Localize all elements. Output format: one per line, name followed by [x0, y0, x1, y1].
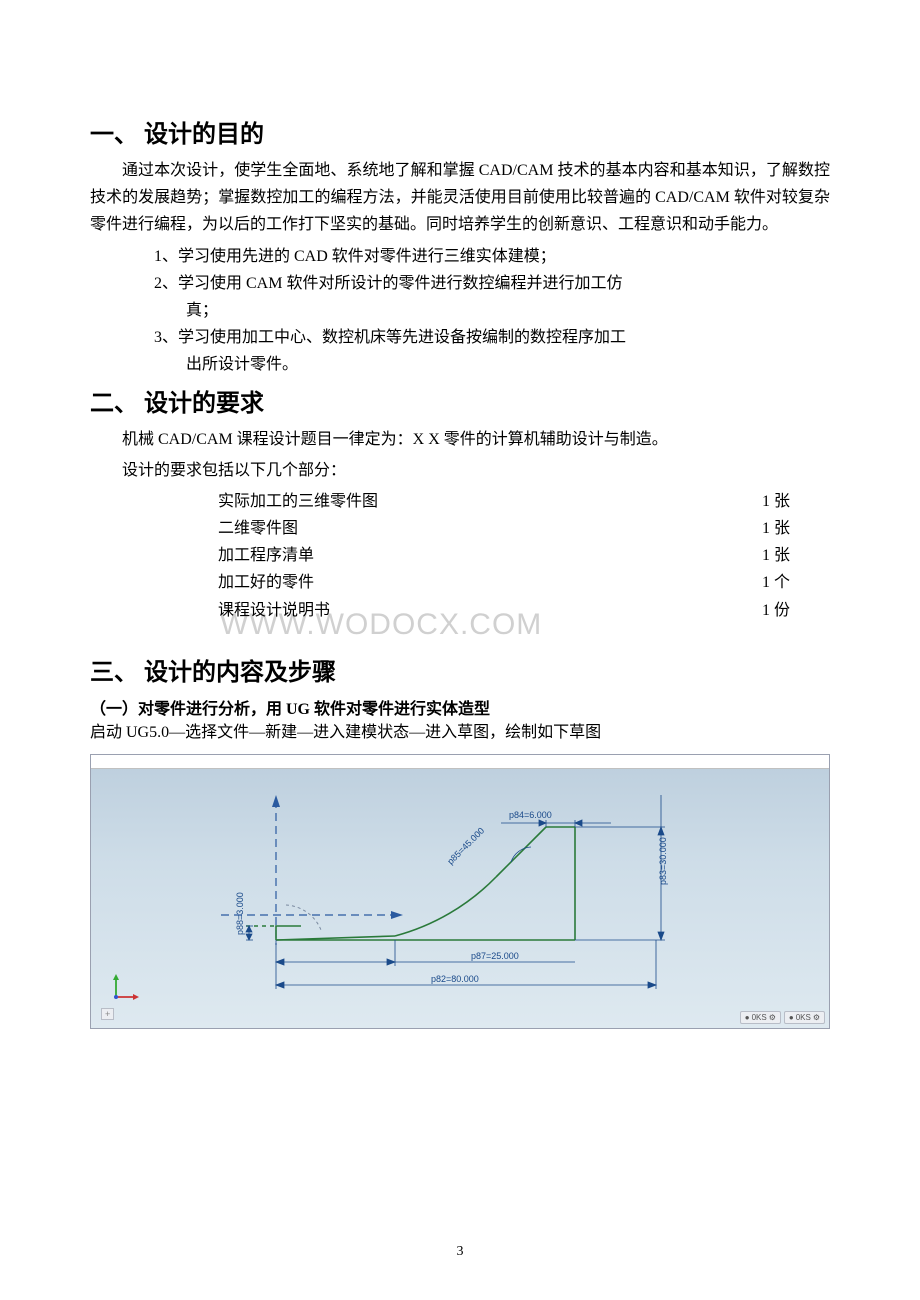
section1-item3-cont: 出所设计零件。 [154, 351, 830, 378]
section2-para1: 机械 CAD/CAM 课程设计题目一律定为：X X 零件的计算机辅助设计与制造。 [90, 426, 830, 453]
req-qty: 1 张 [762, 488, 790, 515]
dim-p84: p84=6.000 [509, 810, 552, 820]
section1-para: 通过本次设计，使学生全面地、系统地了解和掌握 CAD/CAM 技术的基本内容和基… [90, 157, 830, 239]
section3-heading: 三、 设计的内容及步骤 [90, 652, 830, 687]
table-row: 加工好的零件 1 个 [218, 569, 790, 596]
section2-para2: 设计的要求包括以下几个部分： [90, 457, 830, 484]
status-dot: ● [745, 1013, 750, 1022]
table-row: 加工程序清单 1 张 [218, 542, 790, 569]
req-qty: 1 张 [762, 515, 790, 542]
req-qty: 1 个 [762, 569, 790, 596]
req-label: 实际加工的三维零件图 [218, 488, 378, 515]
gear-icon: ⚙ [813, 1013, 820, 1022]
dim-p83: p83=30.000 [658, 837, 668, 885]
gear-icon: ⚙ [769, 1013, 776, 1022]
dim-p82: p82=80.000 [431, 974, 479, 984]
status-label: 0KS [796, 1013, 811, 1022]
cad-screenshot: p88=3.000 p84=6.000 p83=30.000 [90, 754, 830, 1029]
dim-p87: p87=25.000 [471, 951, 519, 961]
req-qty: 1 份 [762, 597, 790, 624]
page-number: 3 [457, 1244, 464, 1260]
cad-sketch-svg: p88=3.000 p84=6.000 p83=30.000 [91, 755, 830, 1029]
status-bar: ● 0KS ⚙ ● 0KS ⚙ [740, 1011, 825, 1024]
section3-para1: 启动 UG5.0—选择文件—新建—进入建模状态—进入草图，绘制如下草图 [90, 719, 830, 746]
req-qty: 1 张 [762, 542, 790, 569]
status-label: 0KS [752, 1013, 767, 1022]
req-label: 二维零件图 [218, 515, 298, 542]
section2-heading: 二、 设计的要求 [90, 383, 830, 418]
coordinate-axes-icon [111, 972, 141, 1002]
section1-item2-cont: 真； [154, 297, 830, 324]
requirements-table: 实际加工的三维零件图 1 张 二维零件图 1 张 加工程序清单 1 张 加工好的… [90, 488, 830, 624]
section1-item1: 1、学习使用先进的 CAD 软件对零件进行三维实体建模； [154, 243, 830, 270]
status-chip-2[interactable]: ● 0KS ⚙ [784, 1011, 825, 1024]
dim-p85: p85=45.000 [445, 826, 486, 867]
section1-item2: 2、学习使用 CAM 软件对所设计的零件进行数控编程并进行加工仿 [154, 270, 830, 297]
dim-p88: p88=3.000 [235, 892, 245, 935]
expand-icon[interactable]: + [101, 1008, 114, 1020]
table-row: 二维零件图 1 张 [218, 515, 790, 542]
req-label: 课程设计说明书 [218, 597, 330, 624]
section1-heading: 一、 设计的目的 [90, 114, 830, 149]
section1-item3: 3、学习使用加工中心、数控机床等先进设备按编制的数控程序加工 [154, 324, 830, 351]
req-label: 加工程序清单 [218, 542, 314, 569]
section3-sub1: （一）对零件进行分析，用 UG 软件对零件进行实体造型 [90, 695, 830, 719]
table-row: 实际加工的三维零件图 1 张 [218, 488, 790, 515]
req-label: 加工好的零件 [218, 569, 314, 596]
table-row: 课程设计说明书 1 份 [218, 597, 790, 624]
status-chip-1[interactable]: ● 0KS ⚙ [740, 1011, 781, 1024]
status-dot: ● [789, 1013, 794, 1022]
